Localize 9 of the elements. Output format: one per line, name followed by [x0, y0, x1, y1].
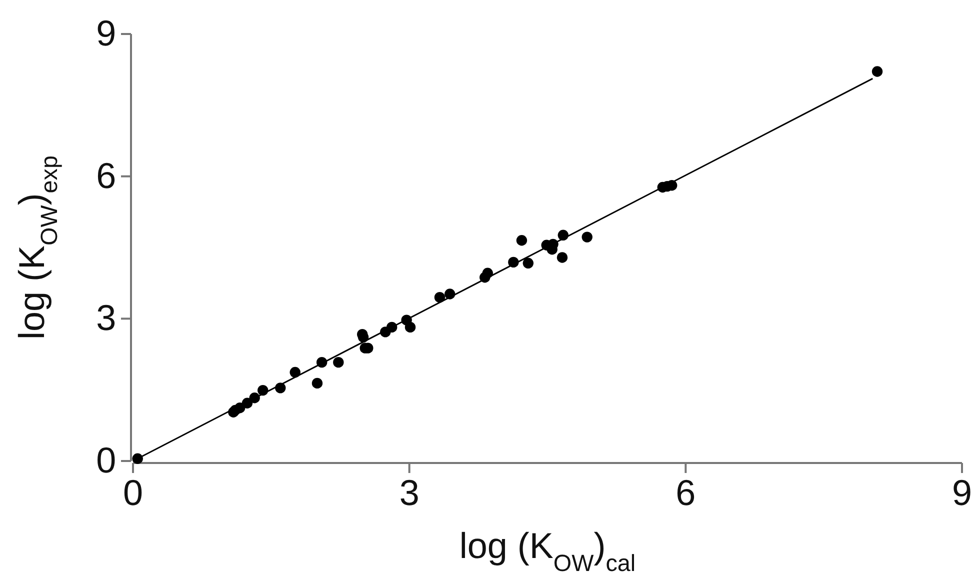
- x-tick-label: 3: [399, 472, 420, 513]
- x-tick-label: 0: [122, 472, 144, 513]
- y-tick-label: 9: [96, 12, 116, 54]
- y-tick-label: 6: [96, 154, 116, 196]
- y-tick-label: 0: [96, 440, 116, 481]
- y-tick-label: 3: [96, 297, 116, 338]
- x-tick-label: 6: [676, 472, 696, 513]
- x-tick-label: 9: [952, 472, 972, 513]
- x-axis-title: log (K$_{OW}$)$_{cal}$: [459, 525, 636, 576]
